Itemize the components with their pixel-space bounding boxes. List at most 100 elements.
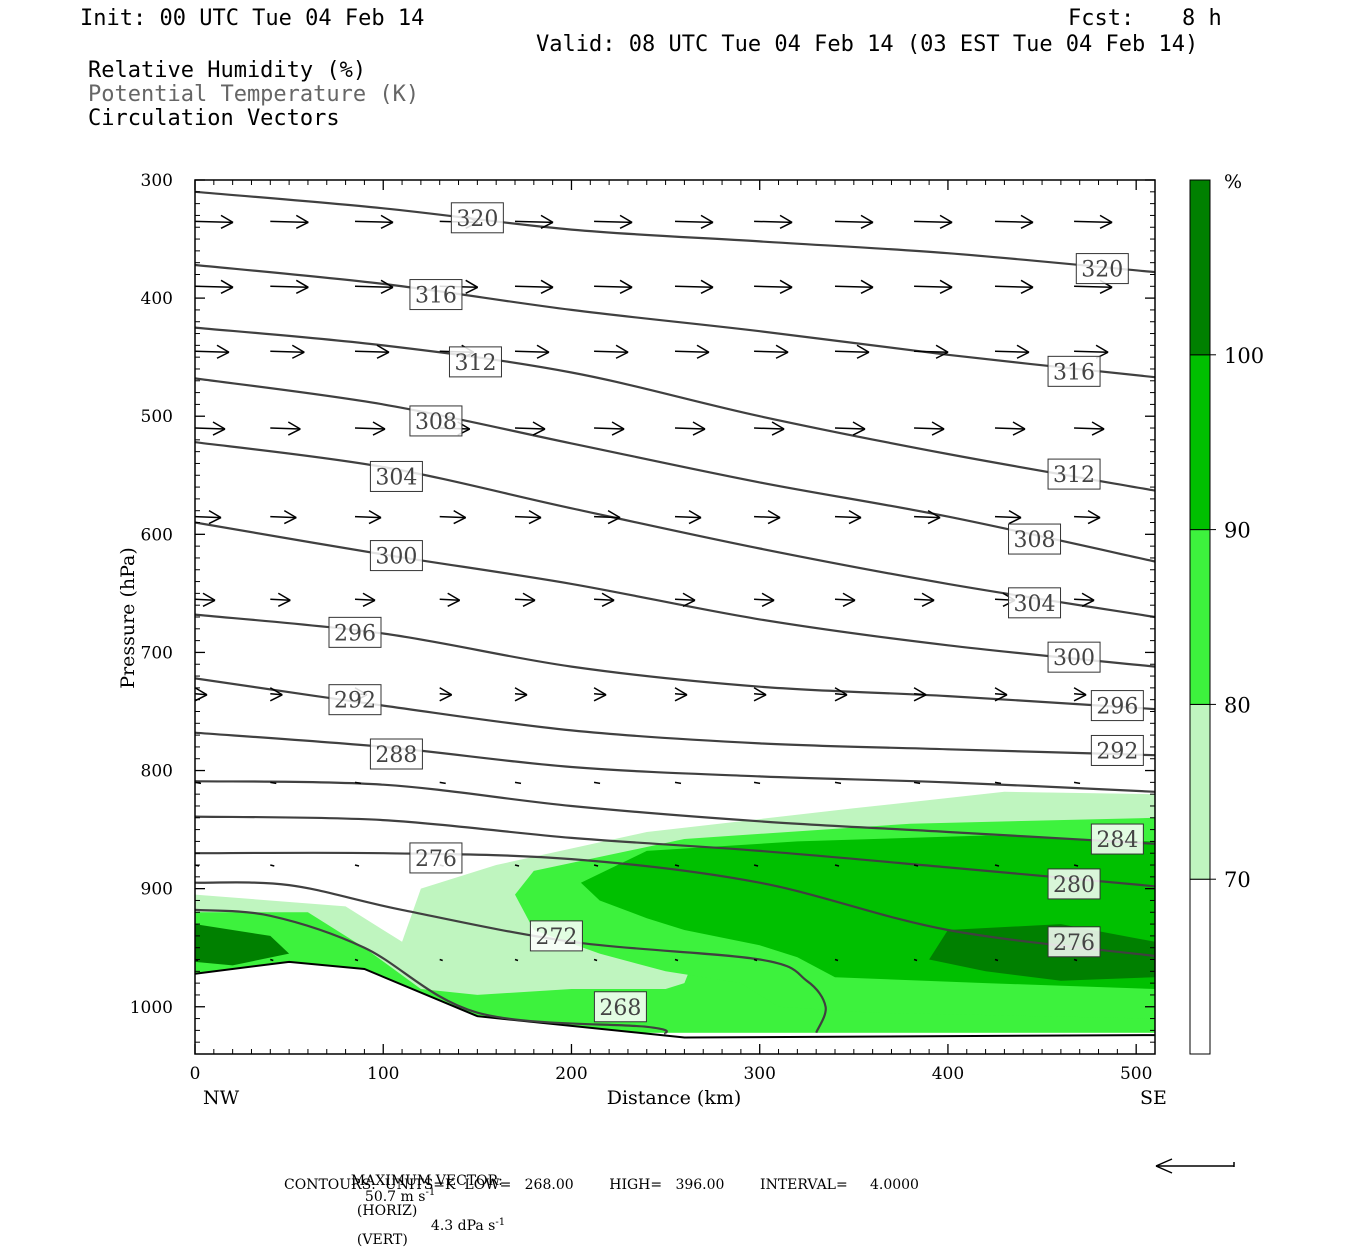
vector-2-4 (514, 344, 550, 359)
vector-4-10 (994, 509, 1022, 525)
contour-label-box-280-0 (1047, 868, 1101, 900)
contour-label-box-320-0 (450, 202, 504, 234)
theta-contour-276 (195, 851, 1155, 958)
contour-label-box-268-0 (593, 991, 647, 1023)
vector-0-10 (994, 214, 1034, 230)
contour-label-box-312-1 (1047, 458, 1101, 490)
contour-label-284-0: 284 (1096, 828, 1138, 853)
horiz-tag: (HORIZ) (356, 1202, 418, 1219)
vector-0-12 (1154, 221, 1155, 223)
contour-label-280-0: 280 (1053, 873, 1095, 898)
contour-label-box-300-1 (1047, 641, 1101, 673)
contour-label-308-1: 308 (1014, 528, 1056, 553)
theta-contour-280 (195, 815, 1155, 888)
reference-vector-arrow (1155, 1158, 1235, 1174)
valid-time: Valid: 08 UTC Tue 04 Feb 14 (03 EST Tue … (536, 32, 1199, 57)
x-tick-label-100: 100 (367, 1064, 399, 1084)
vector-7-9 (913, 781, 921, 785)
vector-7-11 (1073, 781, 1081, 785)
y-tick-label-700: 700 (141, 643, 173, 663)
y-axis-title: Pressure (hPa) (117, 547, 139, 689)
vector-9-8 (834, 958, 839, 962)
end-label-left: NW (203, 1087, 240, 1109)
vector-6-12 (1154, 687, 1155, 701)
vector-9-10 (994, 958, 999, 962)
vector-8-5 (593, 864, 599, 867)
vector-3-2 (354, 421, 386, 436)
vector-7-3 (439, 781, 446, 785)
x-axis-title: Distance (km) (607, 1087, 742, 1109)
vector-8-6 (674, 864, 680, 867)
colorbar-label-80: 80 (1224, 693, 1251, 717)
x-tick-label-0: 0 (190, 1064, 201, 1084)
contour-label-box-296-1 (1090, 690, 1144, 722)
vector-3-7 (754, 421, 785, 436)
max-vector-vert: 4.3 dPa s (430, 1218, 496, 1235)
theta-contour-288 (195, 731, 1155, 793)
vector-7-1 (270, 781, 277, 785)
theta-contour-312 (195, 326, 1155, 492)
init-time: Init: 00 UTC Tue 04 Feb 14 (80, 6, 425, 31)
terrain-mask (195, 961, 1155, 1054)
contour-label-box-276-2 (1047, 926, 1101, 958)
contour-label-box-304-0 (369, 460, 423, 492)
forecast-hours: 8 h (1182, 6, 1222, 31)
vector-3-12 (1154, 428, 1155, 429)
vector-6-10 (994, 687, 1008, 702)
forecast-label: Fcst: (1068, 6, 1135, 31)
vector-0-6 (674, 214, 714, 230)
vector-2-2 (354, 344, 390, 359)
vector-8-11 (1073, 864, 1079, 867)
vector-1-8 (834, 279, 874, 294)
contour-label-box-292-1 (1090, 734, 1144, 766)
vector-2-9 (914, 344, 949, 359)
vector-7-6 (674, 781, 682, 785)
vector-5-8 (834, 592, 856, 607)
vector-7-12 (1154, 782, 1155, 784)
contour-label-320-1: 320 (1081, 258, 1123, 283)
circulation-vectors (195, 214, 1155, 962)
vector-5-0 (195, 592, 216, 607)
terrain-line (195, 960, 1155, 1039)
max-vector-horiz-exp: -1 (425, 1187, 436, 1198)
colorbar-segment-2 (1189, 529, 1211, 705)
vector-0-2 (354, 214, 394, 230)
vector-9-9 (913, 958, 918, 962)
field-circ-title: Circulation Vectors (88, 106, 340, 131)
end-label-right: SE (1140, 1087, 1167, 1109)
colorbar-unit: % (1224, 171, 1242, 193)
vector-4-4 (514, 509, 542, 525)
vector-0-8 (834, 214, 874, 230)
rh-region-100-4 (195, 924, 290, 966)
vector-6-6 (674, 687, 688, 702)
contour-label-box-296-0 (328, 616, 382, 648)
vector-2-5 (594, 344, 629, 359)
y-tick-label-300: 300 (141, 171, 173, 191)
vector-6-9 (913, 687, 927, 702)
vector-0-5 (594, 214, 633, 230)
vector-1-2 (354, 279, 394, 294)
contour-label-box-288-0 (369, 738, 423, 770)
contour-label-box-284-0 (1090, 823, 1144, 855)
colorbar-segment-0 (1189, 878, 1211, 1055)
vector-1-10 (994, 279, 1034, 294)
y-tick-label-600: 600 (141, 525, 173, 545)
vector-5-5 (594, 592, 615, 607)
contour-label-308-0: 308 (415, 410, 457, 435)
vector-6-11 (1073, 687, 1087, 702)
vector-0-4 (514, 214, 554, 230)
contour-label-box-312-0 (448, 346, 502, 378)
contour-label-304-1: 304 (1014, 592, 1056, 617)
vector-6-3 (439, 687, 453, 702)
vector-9-4 (514, 958, 519, 962)
vector-1-9 (914, 279, 953, 294)
contours-info: CONTOURS: UNITS=K LOW= 268.00 HIGH= 396.… (284, 1177, 919, 1193)
theta-contour-272 (195, 881, 827, 1034)
y-tick-label-1000: 1000 (130, 998, 173, 1018)
theta-contour-284 (195, 780, 1155, 845)
vector-6-1 (269, 687, 283, 702)
vector-7-8 (834, 781, 842, 785)
theta-contour-300 (195, 521, 1155, 668)
vector-1-5 (594, 279, 633, 294)
vector-8-9 (913, 864, 919, 867)
